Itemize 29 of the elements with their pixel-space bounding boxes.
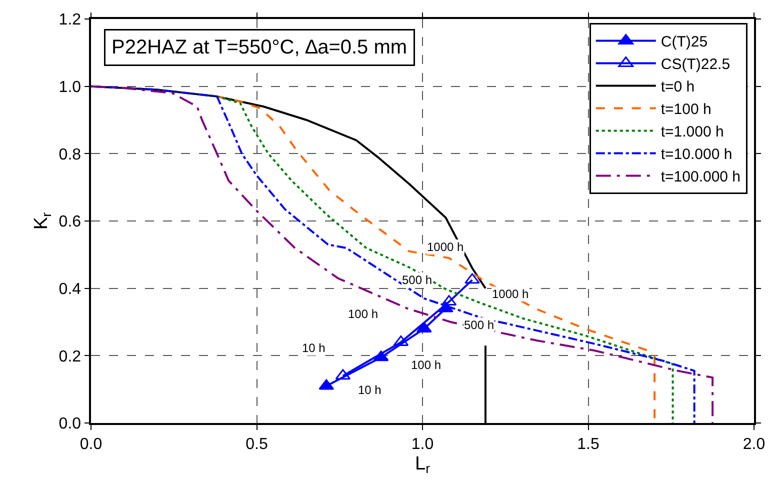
annotation: 10 h <box>302 341 326 355</box>
text: P22HAZ at T=550°C, ∆a=0.5 mm <box>112 36 408 58</box>
legend-label: t=1.000 h <box>660 124 724 141</box>
legend-label: t=0 h <box>660 78 695 96</box>
x-axis-title: L$_{r}$ <box>414 453 431 476</box>
annotation: 10 h <box>358 383 382 397</box>
y-tick-label: 0.8 <box>58 146 82 164</box>
annotation: 100 h <box>411 358 442 372</box>
x-tick-label: 0.5 <box>246 436 268 453</box>
annotation: 500 h <box>464 318 494 332</box>
legend-label: CS(T)22.5 <box>660 56 730 74</box>
x-tick-label: 1.5 <box>577 436 600 453</box>
x-tick-label: 1.0 <box>411 436 434 453</box>
annotation: 100 h <box>348 307 378 321</box>
annotation: 1000 h <box>492 287 529 301</box>
y-tick-label: 0.2 <box>58 348 82 366</box>
legend-label: t=10.000 h <box>660 146 732 164</box>
legend-label: t=100.000 h <box>660 168 741 186</box>
y-tick-label: 0.6 <box>58 214 82 231</box>
legend-label: C(T)25 <box>660 34 708 51</box>
y-tick-label: 1.0 <box>58 78 82 96</box>
y-tick-label: 1.2 <box>58 12 82 29</box>
annotation: 500 h <box>402 273 432 287</box>
y-tick-label: 0.4 <box>58 280 82 298</box>
annotation: 1000 h <box>427 240 464 254</box>
x-tick-label: 2.0 <box>742 436 766 453</box>
x-tick-label: 0.0 <box>80 436 102 453</box>
y-tick-label: 0.0 <box>58 416 82 433</box>
legend-label: t=100 h <box>660 101 712 118</box>
